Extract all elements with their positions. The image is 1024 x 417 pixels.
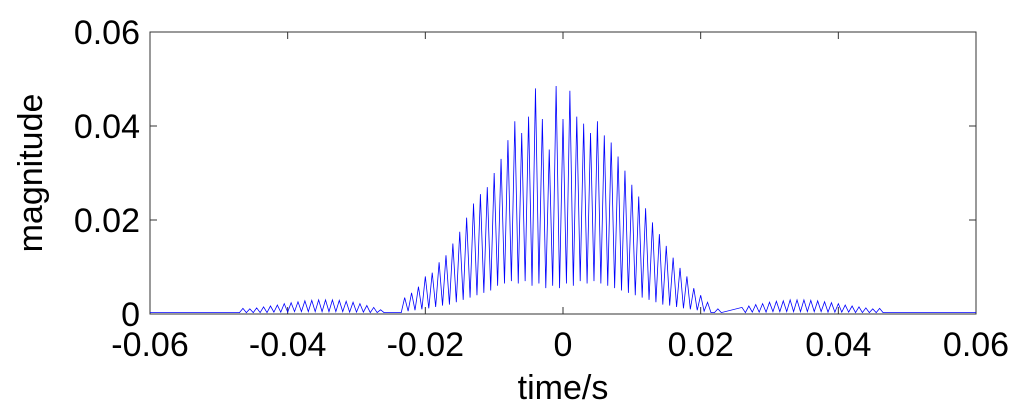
y-tick-label: 0.02 [74, 202, 140, 240]
x-tick-label: -0.06 [111, 326, 189, 364]
x-axis-label: time/s [518, 369, 609, 407]
x-tick-label: 0.06 [943, 326, 1009, 364]
plot-area [149, 31, 977, 315]
y-tick-labels: 0 0.02 0.04 0.06 [74, 14, 140, 334]
series-line [150, 86, 976, 314]
x-tick-label: 0.02 [668, 326, 734, 364]
x-tick-label: -0.04 [249, 326, 327, 364]
y-tick-label: 0.06 [74, 14, 140, 52]
x-tick-label: 0 [554, 326, 573, 364]
y-tick-label: 0.04 [74, 108, 140, 146]
x-tick-label: -0.02 [387, 326, 465, 364]
x-tick-label: 0.04 [805, 326, 871, 364]
x-tick-labels: -0.06 -0.04 -0.02 0 0.02 0.04 0.06 [111, 326, 1009, 364]
y-tick-label: 0 [121, 296, 140, 334]
y-axis-label: magnitude [12, 94, 50, 253]
axis-ticks [149, 31, 977, 315]
